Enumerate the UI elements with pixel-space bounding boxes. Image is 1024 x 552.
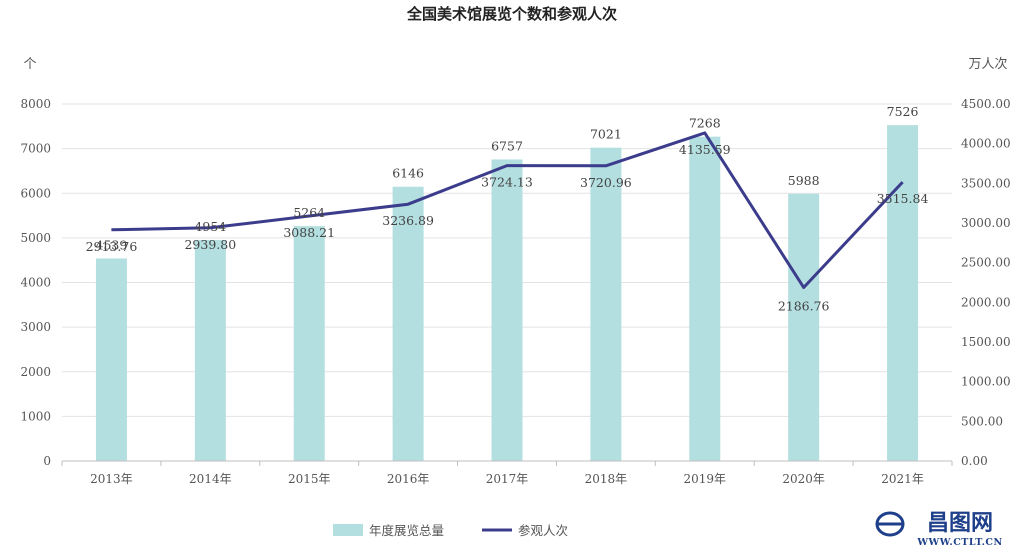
right-y-tick-label: 3500.00	[961, 176, 1011, 190]
legend-bar-swatch	[333, 524, 363, 536]
x-tick-label: 2020年	[782, 472, 825, 486]
watermark-sub-text: WWW.CTLT.CN	[916, 537, 1002, 548]
bar-data-label: 7268	[689, 116, 721, 131]
line-data-label: 3088.21	[283, 225, 335, 240]
line-data-label: 3515.84	[877, 191, 929, 206]
left-axis-unit: 个	[23, 57, 36, 72]
x-tick-label: 2016年	[387, 472, 430, 486]
line-data-label: 3724.13	[481, 175, 533, 190]
x-tick-label: 2013年	[90, 472, 133, 486]
bar-data-label: 6757	[491, 138, 523, 153]
left-y-tick-label: 0	[43, 454, 51, 468]
right-y-tick-label: 3000.00	[961, 216, 1011, 230]
watermark-logo: 昌图网 WWW.CTLT.CN	[875, 510, 1002, 548]
right-y-tick-label: 1500.00	[961, 335, 1011, 349]
bar-data-label: 4954	[194, 219, 226, 234]
right-y-tick-label: 1000.00	[961, 375, 1011, 389]
bar-data-label: 4539	[96, 237, 128, 252]
x-axis: 2013年 2014年 2015年 2016年 2017年 2018年 2019年 2020年…	[61, 460, 953, 486]
left-y-tick-label: 1000	[20, 409, 51, 423]
left-y-tick-label: 5000	[20, 231, 51, 245]
bar	[887, 125, 919, 461]
line-data-label: 2939.80	[184, 237, 236, 252]
bar	[95, 258, 127, 461]
bar	[194, 239, 226, 461]
right-axis-unit: 万人次	[968, 56, 1007, 72]
left-y-tick-label: 8000	[20, 97, 51, 111]
line-data-label: 4135.59	[679, 142, 731, 157]
bar-data-label: 7526	[887, 104, 919, 119]
bar	[491, 159, 523, 461]
bar	[392, 186, 424, 462]
left-y-tick-label: 6000	[20, 186, 51, 200]
x-tick-label: 2017年	[486, 472, 529, 486]
right-y-tick-label: 2000.00	[961, 295, 1011, 309]
left-y-tick-label: 7000	[20, 142, 51, 156]
right-y-tick-label: 4500.00	[961, 97, 1011, 111]
bar-data-label: 7021	[590, 127, 622, 142]
legend-bar-label: 年度展览总量	[369, 523, 444, 538]
x-tick-label: 2021年	[881, 472, 924, 486]
watermark-main-text: 昌图网	[927, 510, 993, 536]
bar-data-label: 5988	[788, 173, 820, 188]
x-tick-label: 2019年	[684, 472, 727, 486]
bar	[293, 226, 325, 461]
right-y-tick-label: 0.00	[961, 454, 988, 468]
right-y-tick-label: 2500.00	[961, 256, 1011, 270]
left-y-axis: 0 1000 2000 3000 4000 5000 6000 7000 8000	[20, 97, 51, 468]
right-y-tick-label: 500.00	[961, 414, 1003, 428]
bar	[689, 136, 721, 461]
line-data-label: 2913.76	[86, 239, 138, 254]
legend-line-label: 参观人次	[518, 523, 568, 538]
bar-series	[95, 125, 919, 462]
bar	[788, 193, 820, 461]
line-series	[111, 131, 904, 289]
left-y-tick-label: 4000	[20, 276, 51, 290]
x-tick-label: 2015年	[288, 472, 331, 486]
bar-data-label: 5264	[293, 205, 325, 220]
bar-data-label: 6146	[392, 166, 424, 181]
left-y-tick-label: 2000	[20, 365, 51, 379]
chart-title: 全国美术馆展览个数和参观人次	[406, 5, 617, 23]
x-tick-label: 2018年	[585, 472, 628, 486]
right-y-axis: 0.00 500.00 1000.00 1500.00 2000.00 2500.00 30…	[961, 97, 1011, 468]
line-data-label: 3236.89	[382, 213, 434, 228]
right-y-tick-label: 4000.00	[961, 137, 1011, 151]
bar	[590, 147, 622, 462]
data-labels: 4539 4954 5264 6146 6757 7021 7268 5988 7526 2913…	[86, 104, 929, 313]
left-y-tick-label: 3000	[20, 320, 51, 334]
series-line	[111, 131, 904, 289]
legend: 年度展览总量 参观人次	[333, 523, 568, 538]
line-data-label: 3720.96	[580, 175, 632, 190]
x-tick-label: 2014年	[189, 472, 232, 486]
line-data-label: 2186.76	[778, 299, 830, 314]
